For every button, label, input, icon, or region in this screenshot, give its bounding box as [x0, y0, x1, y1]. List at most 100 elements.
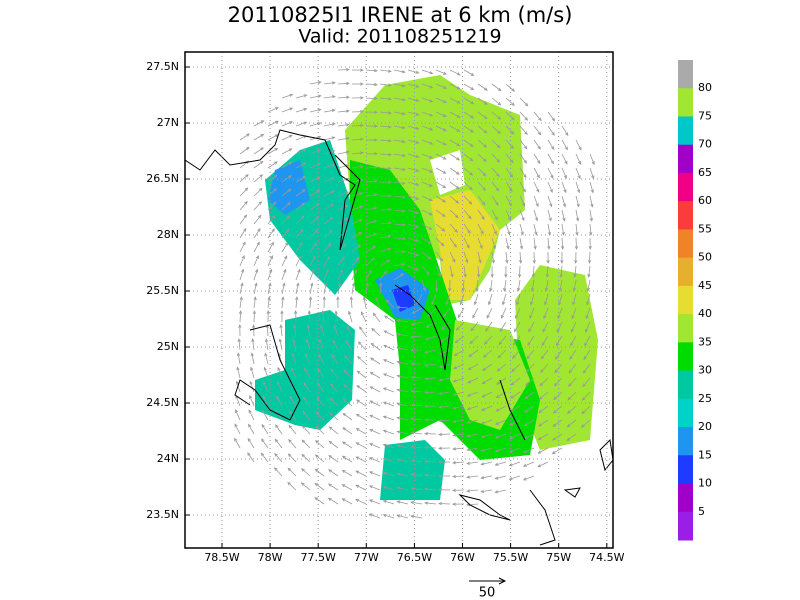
wind-vector — [365, 194, 377, 197]
wind-vector — [357, 370, 367, 379]
wind-vector-head — [251, 338, 255, 343]
wind-vector — [575, 181, 580, 193]
wind-vector — [288, 425, 297, 435]
wind-vector-head — [466, 434, 471, 438]
wind-field — [185, 67, 613, 546]
wind-vector — [421, 125, 433, 131]
wind-vector — [323, 283, 327, 295]
wind-vector-head — [360, 96, 364, 100]
wind-vector — [379, 97, 391, 100]
wind-vector-head — [345, 340, 349, 344]
wind-vector-head — [415, 154, 420, 158]
wind-vector-head — [274, 147, 279, 152]
wind-vector — [253, 242, 260, 253]
wind-vector-head — [532, 260, 536, 264]
wind-vector — [337, 82, 350, 85]
y-tick-label: 24.5N — [146, 396, 179, 409]
wind-vector — [474, 293, 479, 305]
wind-vector — [561, 237, 564, 250]
wind-vector-head — [439, 257, 444, 262]
wind-vector-head — [415, 267, 420, 271]
wind-vector — [328, 497, 339, 505]
wind-vector-head — [359, 219, 363, 222]
wind-vector-head — [552, 437, 556, 441]
wind-vector-head — [368, 513, 373, 517]
wind-vector-head — [510, 130, 515, 135]
wind-vector-head — [503, 287, 507, 292]
wind-vector-head — [523, 145, 528, 150]
wind-vector — [481, 391, 493, 398]
wind-vector — [295, 216, 305, 225]
wind-vector-head — [341, 455, 346, 459]
wind-vector — [293, 325, 297, 337]
wind-vector — [253, 255, 259, 267]
wind-vector-head — [357, 355, 361, 360]
wind-vector-head — [570, 342, 574, 347]
wind-vector-head — [368, 499, 373, 503]
wind-vector-head — [331, 150, 336, 154]
wind-vector — [369, 414, 381, 421]
wind-vector-head — [328, 455, 333, 459]
wind-vector — [477, 181, 486, 191]
wind-vector-head — [455, 185, 460, 190]
wind-vector — [261, 424, 269, 435]
wind-vector-head — [438, 419, 442, 423]
wind-vector-head — [240, 282, 244, 287]
wind-vector — [275, 424, 283, 435]
wind-vector — [342, 498, 353, 505]
wind-vector — [239, 228, 247, 239]
wind-vector-head — [279, 324, 283, 329]
wind-vector — [574, 265, 577, 277]
wind-vector-head — [358, 231, 363, 236]
wind-vector — [397, 306, 409, 309]
wind-vector — [319, 339, 325, 351]
wind-vector-head — [511, 88, 516, 92]
wind-vector — [253, 324, 255, 337]
wind-vector-head — [510, 395, 514, 399]
wind-vector — [342, 413, 353, 421]
wind-vector-head — [396, 346, 401, 350]
wind-vector-head — [242, 241, 246, 246]
wind-vector-head — [476, 274, 481, 278]
wind-vector-head — [428, 212, 433, 216]
wind-vector — [305, 353, 311, 365]
wind-vector — [495, 447, 507, 452]
wind-vector-head — [424, 418, 428, 422]
wind-vector-head — [345, 150, 350, 154]
colorbar-label: 40 — [698, 307, 712, 320]
wind-vector-head — [536, 174, 540, 179]
wind-vector — [463, 251, 468, 263]
wind-vector-head — [300, 215, 305, 220]
wind-vector — [267, 242, 274, 253]
y-tick-label: 27N — [157, 116, 179, 129]
wind-vector — [281, 134, 293, 141]
colorbar-label: 20 — [698, 420, 712, 433]
wind-vector-head — [289, 410, 293, 415]
wind-vector-head — [456, 171, 460, 175]
wind-vector-head — [410, 362, 414, 366]
wind-vector-head — [238, 310, 243, 314]
wind-vector-head — [317, 108, 322, 112]
wind-vector — [351, 283, 355, 295]
wind-vector — [449, 97, 460, 104]
wind-vector — [581, 405, 591, 414]
wind-vector — [589, 167, 594, 179]
wind-vector — [386, 299, 395, 309]
wind-vector — [235, 409, 241, 421]
wind-vector — [323, 217, 334, 225]
wind-vector — [435, 125, 447, 132]
wind-vector-head — [374, 110, 378, 114]
colorbar-block — [678, 285, 693, 315]
wind-vector-head — [467, 230, 471, 234]
colorbar-label: 50 — [698, 251, 712, 264]
wind-vector-head — [343, 369, 348, 374]
wind-vector-head — [424, 501, 429, 505]
wind-vector-head — [359, 192, 364, 196]
wind-vector-head — [456, 142, 461, 147]
wind-vector — [589, 209, 593, 221]
wind-vector-head — [491, 259, 495, 264]
wind-vector-head — [302, 162, 307, 166]
wind-vector — [547, 111, 555, 122]
wind-vector-head — [588, 246, 592, 250]
wind-vector-head — [510, 116, 515, 121]
